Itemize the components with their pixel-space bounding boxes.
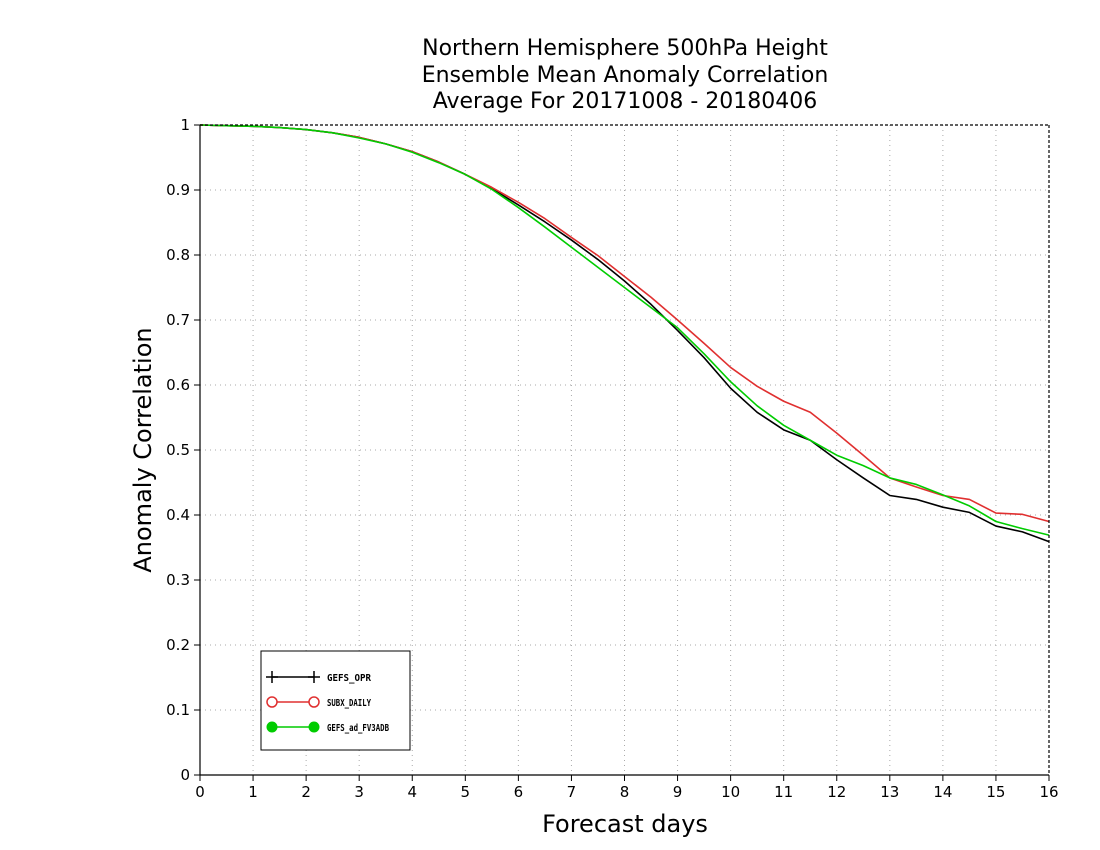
y-tick-label-0.6: 0.6 bbox=[166, 376, 190, 394]
x-tick-label-15: 15 bbox=[986, 783, 1005, 801]
x-tick-label-10: 10 bbox=[721, 783, 740, 801]
ticks-group: 0 1 2 3 4 5 6 7 8 9 10 11 12 13 14 15 1600.10.20.30.40.5… bbox=[166, 116, 1058, 801]
x-tick-label-13: 13 bbox=[880, 783, 899, 801]
series-line-gefs-opr bbox=[199, 124, 1050, 543]
series-line-subx-daily bbox=[199, 124, 1050, 523]
y-tick-label-0.9: 0.9 bbox=[166, 181, 190, 199]
grid bbox=[200, 125, 1049, 775]
x-tick-label-2: 2 bbox=[301, 783, 311, 801]
y-tick-label-0.7: 0.7 bbox=[166, 311, 190, 329]
legend-gefs-ad-fv3adb-label: GEFS_ad_FV3ADB bbox=[327, 723, 389, 734]
y-tick-label-1: 1 bbox=[180, 116, 190, 134]
y-tick-label-0.3: 0.3 bbox=[166, 571, 190, 589]
y-tick-label-0: 0 bbox=[180, 766, 190, 784]
series-line-gefs-ad-fv3adb bbox=[199, 124, 1050, 536]
x-axis-label: Forecast days bbox=[542, 810, 708, 838]
x-tick-label-11: 11 bbox=[774, 783, 793, 801]
legend-subx-daily-marker-1 bbox=[266, 696, 278, 708]
x-tick-label-5: 5 bbox=[461, 783, 471, 801]
legend-subx-daily-marker-2 bbox=[308, 696, 320, 708]
title-line-3: Average For 20171008 - 20180406 bbox=[432, 89, 818, 114]
legend: GEFS_OPR SUBX_DAILY GEFS_ad_FV3ADB bbox=[260, 650, 411, 751]
legend-gefs-opr-label: GEFS_OPR bbox=[327, 673, 372, 684]
title-line-1: Northern Hemisphere 500hPa Height bbox=[422, 36, 828, 61]
y-tick-label-0.1: 0.1 bbox=[166, 701, 190, 719]
y-axis-label: Anomaly Correlation bbox=[129, 327, 157, 573]
x-tick-label-7: 7 bbox=[567, 783, 577, 801]
x-tick-label-14: 14 bbox=[933, 783, 952, 801]
title-line-2: Ensemble Mean Anomaly Correlation bbox=[421, 63, 829, 88]
x-tick-label-8: 8 bbox=[620, 783, 630, 801]
series-group bbox=[199, 124, 1050, 543]
y-tick-label-0.2: 0.2 bbox=[166, 636, 190, 654]
legend-gefs-ad-fv3adb-marker-2 bbox=[308, 721, 320, 733]
x-tick-label-1: 1 bbox=[248, 783, 258, 801]
x-tick-label-3: 3 bbox=[354, 783, 364, 801]
legend-gefs-opr-marker-1 bbox=[266, 671, 278, 683]
y-tick-label-0.4: 0.4 bbox=[166, 506, 190, 524]
x-tick-label-12: 12 bbox=[827, 783, 846, 801]
legend-gefs-ad-fv3adb-marker-1 bbox=[266, 721, 278, 733]
x-tick-label-16: 16 bbox=[1039, 783, 1058, 801]
legend-box bbox=[260, 650, 411, 751]
x-tick-label-0: 0 bbox=[195, 783, 205, 801]
x-tick-label-4: 4 bbox=[407, 783, 417, 801]
legend-subx-daily-label: SUBX_DAILY bbox=[327, 698, 371, 709]
y-tick-label-0.5: 0.5 bbox=[166, 441, 190, 459]
y-tick-label-0.8: 0.8 bbox=[166, 246, 190, 264]
x-tick-label-9: 9 bbox=[673, 783, 683, 801]
x-tick-label-6: 6 bbox=[514, 783, 524, 801]
legend-gefs-opr-marker-2 bbox=[308, 671, 320, 683]
